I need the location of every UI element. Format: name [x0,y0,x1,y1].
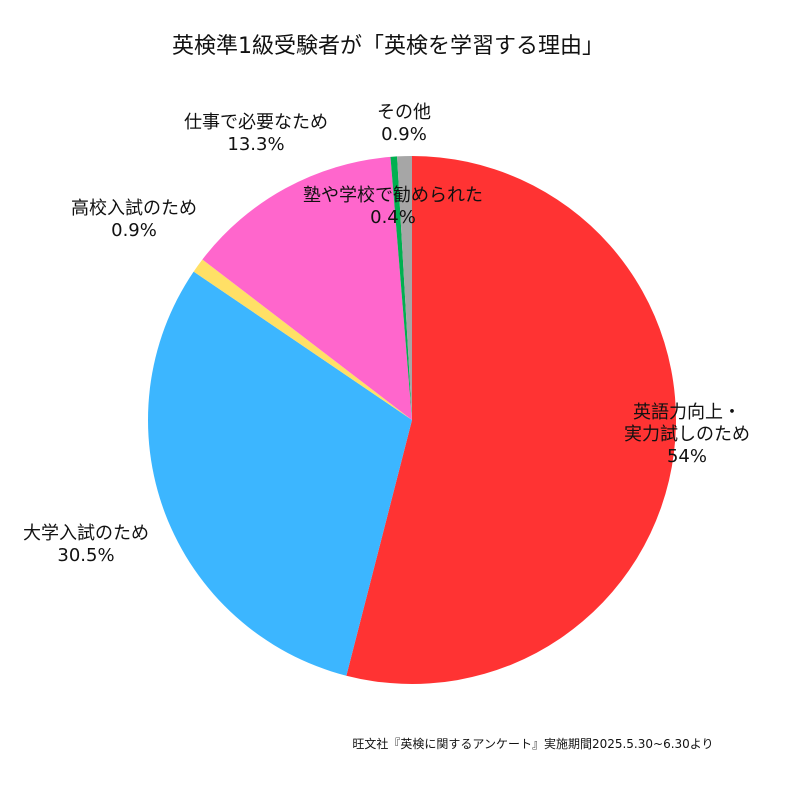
slice-category-label: 塾や学校で勧められた [303,184,483,206]
slice-category-label: その他 [377,102,431,123]
pie-slice [390,156,412,420]
slice-category-label: 大学入試のため [23,523,149,544]
chart-title: 英検準1級受験者が「英検を学習する理由」 [172,34,604,59]
pie-slice [148,271,413,676]
pie-slice [397,156,412,420]
pie-slices [148,156,676,684]
slice-category-label: 実力試しのため [624,424,750,445]
slice-category-label: 英語力向上・ [633,402,741,423]
slice-value-label: 0.9% [381,124,427,145]
slice-value-label: 54% [667,446,707,467]
slice-value-label: 30.5% [57,545,114,566]
slice-value-label: 0.4% [370,207,416,228]
slice-value-label: 13.3% [227,134,284,155]
pie-slice [193,259,412,420]
pie-slice [202,156,412,420]
slice-labels: 英語力向上・実力試しのため54%大学入試のため30.5%高校入試のため0.9%仕… [23,102,750,566]
source-note: 旺文社『英検に関するアンケート』実施期間2025.5.30~6.30より [352,736,713,751]
slice-category-label: 仕事で必要なため [184,112,328,133]
slice-value-label: 0.9% [111,220,157,241]
slice-category-label: 高校入試のため [71,198,197,219]
pie-slice [346,156,676,684]
